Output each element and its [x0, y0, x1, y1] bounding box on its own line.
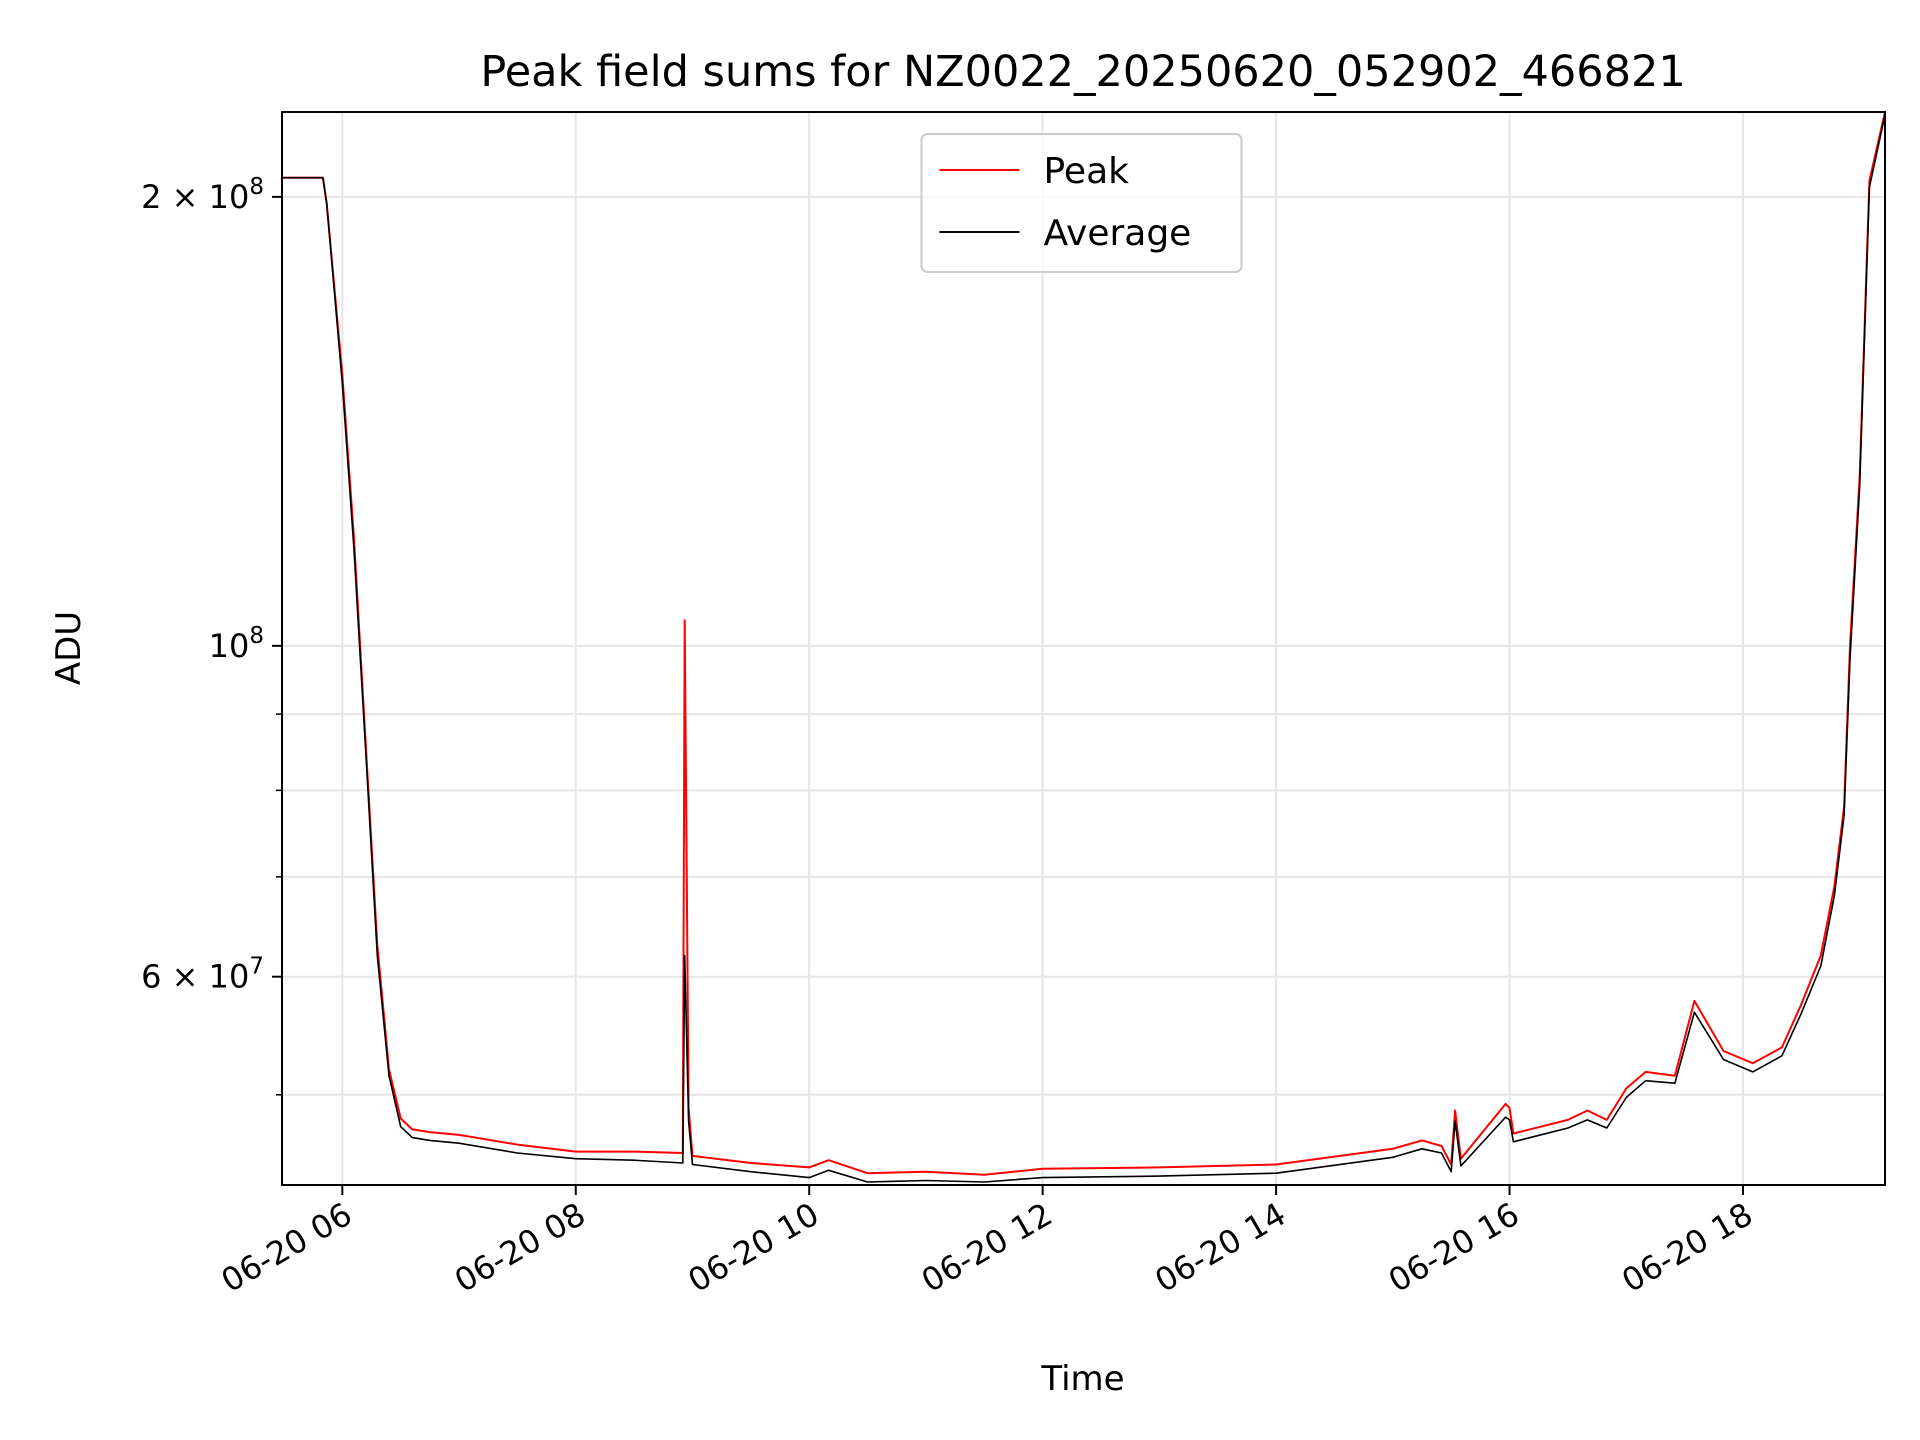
chart-title: Peak field sums for NZ0022_20250620_0529… — [480, 47, 1685, 97]
series-line-peak — [282, 112, 1885, 1176]
y-tick-label: 6 × 107 — [141, 954, 264, 996]
legend: Peak Average — [920, 133, 1243, 273]
series-line-average — [282, 114, 1885, 1183]
plot-frame — [281, 111, 1886, 1186]
y-tick-label: 2 × 108 — [141, 174, 264, 216]
legend-label-peak: Peak — [1044, 151, 1130, 192]
legend-box — [920, 133, 1243, 273]
y-axis-label: ADU — [49, 611, 89, 685]
plot-area — [282, 112, 1885, 1183]
legend-label-average: Average — [1044, 213, 1192, 254]
x-axis-label: Time — [1040, 1359, 1124, 1399]
series-layer — [282, 112, 1885, 1183]
y-tick-label: 108 — [209, 623, 264, 665]
y-axis: 6 × 107 108 2 × 108 — [141, 174, 282, 1096]
